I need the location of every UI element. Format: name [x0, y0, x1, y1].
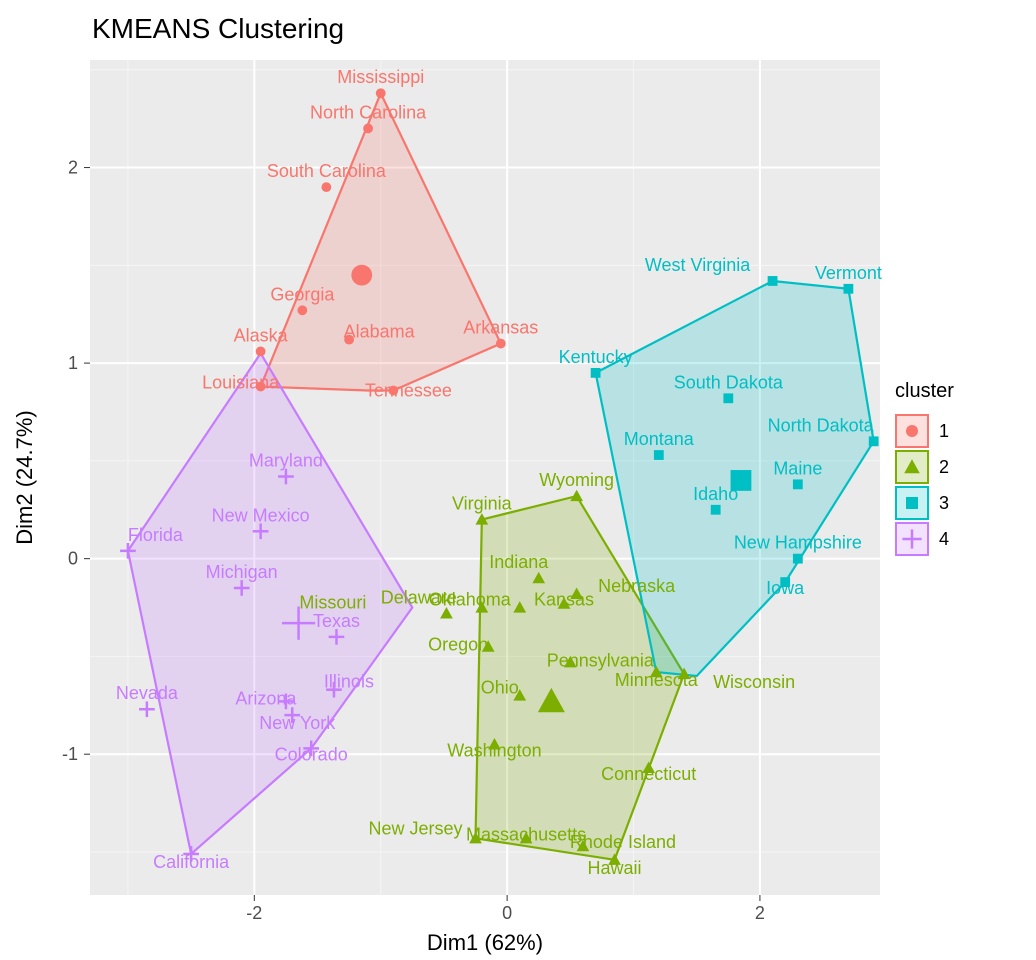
point-label: Texas — [313, 611, 360, 631]
point-label: North Dakota — [768, 415, 875, 435]
legend-label: 2 — [939, 457, 949, 478]
point-label: Nebraska — [598, 576, 676, 596]
data-point — [768, 276, 778, 286]
legend-label: 4 — [939, 529, 949, 550]
data-point — [321, 182, 331, 192]
point-label: California — [153, 852, 230, 872]
data-point — [844, 284, 854, 294]
legend-swatch — [895, 414, 929, 448]
point-label: Rhode Island — [570, 832, 676, 852]
point-label: Maryland — [249, 451, 323, 471]
legend: cluster 1 2 3 4 — [895, 380, 954, 557]
legend-label: 3 — [939, 493, 949, 514]
point-label: Alabama — [344, 322, 416, 342]
legend-item-2: 2 — [895, 449, 954, 485]
point-label: Wisconsin — [713, 672, 795, 692]
data-point — [256, 346, 266, 356]
point-label: Delaware — [381, 588, 457, 608]
y-tick-label: -1 — [62, 744, 78, 764]
point-label: Montana — [624, 429, 695, 449]
point-label: Pennsylvania — [547, 650, 655, 670]
data-point — [591, 368, 601, 378]
point-label: Alaska — [234, 325, 289, 345]
point-label: Kansas — [534, 590, 594, 610]
legend-item-4: 4 — [895, 521, 954, 557]
data-point — [869, 436, 879, 446]
point-label: Missouri — [299, 592, 366, 612]
point-label: Florida — [128, 525, 184, 545]
data-point — [496, 339, 506, 349]
y-tick-label: 1 — [68, 353, 78, 373]
point-label: Hawaii — [588, 858, 642, 878]
data-point — [654, 450, 664, 460]
point-label: Georgia — [270, 284, 335, 304]
point-label: New Hampshire — [734, 533, 862, 553]
point-label: Wyoming — [539, 470, 614, 490]
point-label: Iowa — [766, 578, 805, 598]
point-label: Kentucky — [559, 347, 633, 367]
x-tick-label: 2 — [755, 903, 765, 923]
point-label: South Dakota — [674, 372, 784, 392]
point-label: Vermont — [815, 263, 882, 283]
legend-swatch — [895, 450, 929, 484]
data-point — [793, 554, 803, 564]
data-point — [363, 124, 373, 134]
cluster-scatter-chart: Mississippi North Carolina South Carolina G… — [0, 0, 1036, 960]
point-label: Oregon — [428, 635, 488, 655]
point-label: South Carolina — [267, 161, 387, 181]
point-label: Indiana — [489, 552, 549, 572]
data-point — [297, 305, 307, 315]
x-axis-label: Dim1 (62%) — [427, 930, 543, 955]
point-label: Arkansas — [463, 318, 538, 338]
point-label: Massachusetts — [466, 824, 586, 844]
point-label: North Carolina — [310, 102, 427, 122]
cluster-centroid-1 — [351, 265, 372, 286]
data-point — [793, 479, 803, 489]
point-label: Ohio — [481, 678, 519, 698]
legend-item-1: 1 — [895, 413, 954, 449]
point-label: Connecticut — [601, 764, 696, 784]
point-label: West Virginia — [645, 255, 751, 275]
data-point — [711, 505, 721, 515]
cluster-centroid-3 — [731, 470, 752, 491]
point-label: Louisiana — [202, 373, 280, 393]
point-label: New Mexico — [212, 505, 310, 525]
data-point — [723, 393, 733, 403]
chart-title: KMEANS Clustering — [92, 13, 344, 44]
legend-swatch — [895, 522, 929, 556]
y-axis-label: Dim2 (24.7%) — [12, 410, 37, 544]
legend-item-3: 3 — [895, 485, 954, 521]
y-tick-label: 0 — [68, 549, 78, 569]
point-label: Maine — [773, 458, 822, 478]
point-label: Illinois — [324, 672, 374, 692]
point-label: Arizona — [235, 688, 297, 708]
x-tick-label: 0 — [502, 903, 512, 923]
point-label: Washington — [447, 740, 541, 760]
legend-swatch — [895, 486, 929, 520]
point-label: Mississippi — [337, 67, 424, 87]
point-label: New York — [259, 713, 336, 733]
data-point — [376, 88, 386, 98]
legend-title: cluster — [895, 380, 954, 403]
point-label: Tennessee — [365, 380, 452, 400]
point-label: Virginia — [452, 494, 513, 514]
x-tick-label: -2 — [246, 903, 262, 923]
point-label: Michigan — [206, 562, 278, 582]
legend-label: 1 — [939, 421, 949, 442]
y-tick-label: 2 — [68, 158, 78, 178]
point-label: New Jersey — [369, 818, 463, 838]
point-label: Colorado — [275, 744, 348, 764]
point-label: Nevada — [116, 683, 179, 703]
